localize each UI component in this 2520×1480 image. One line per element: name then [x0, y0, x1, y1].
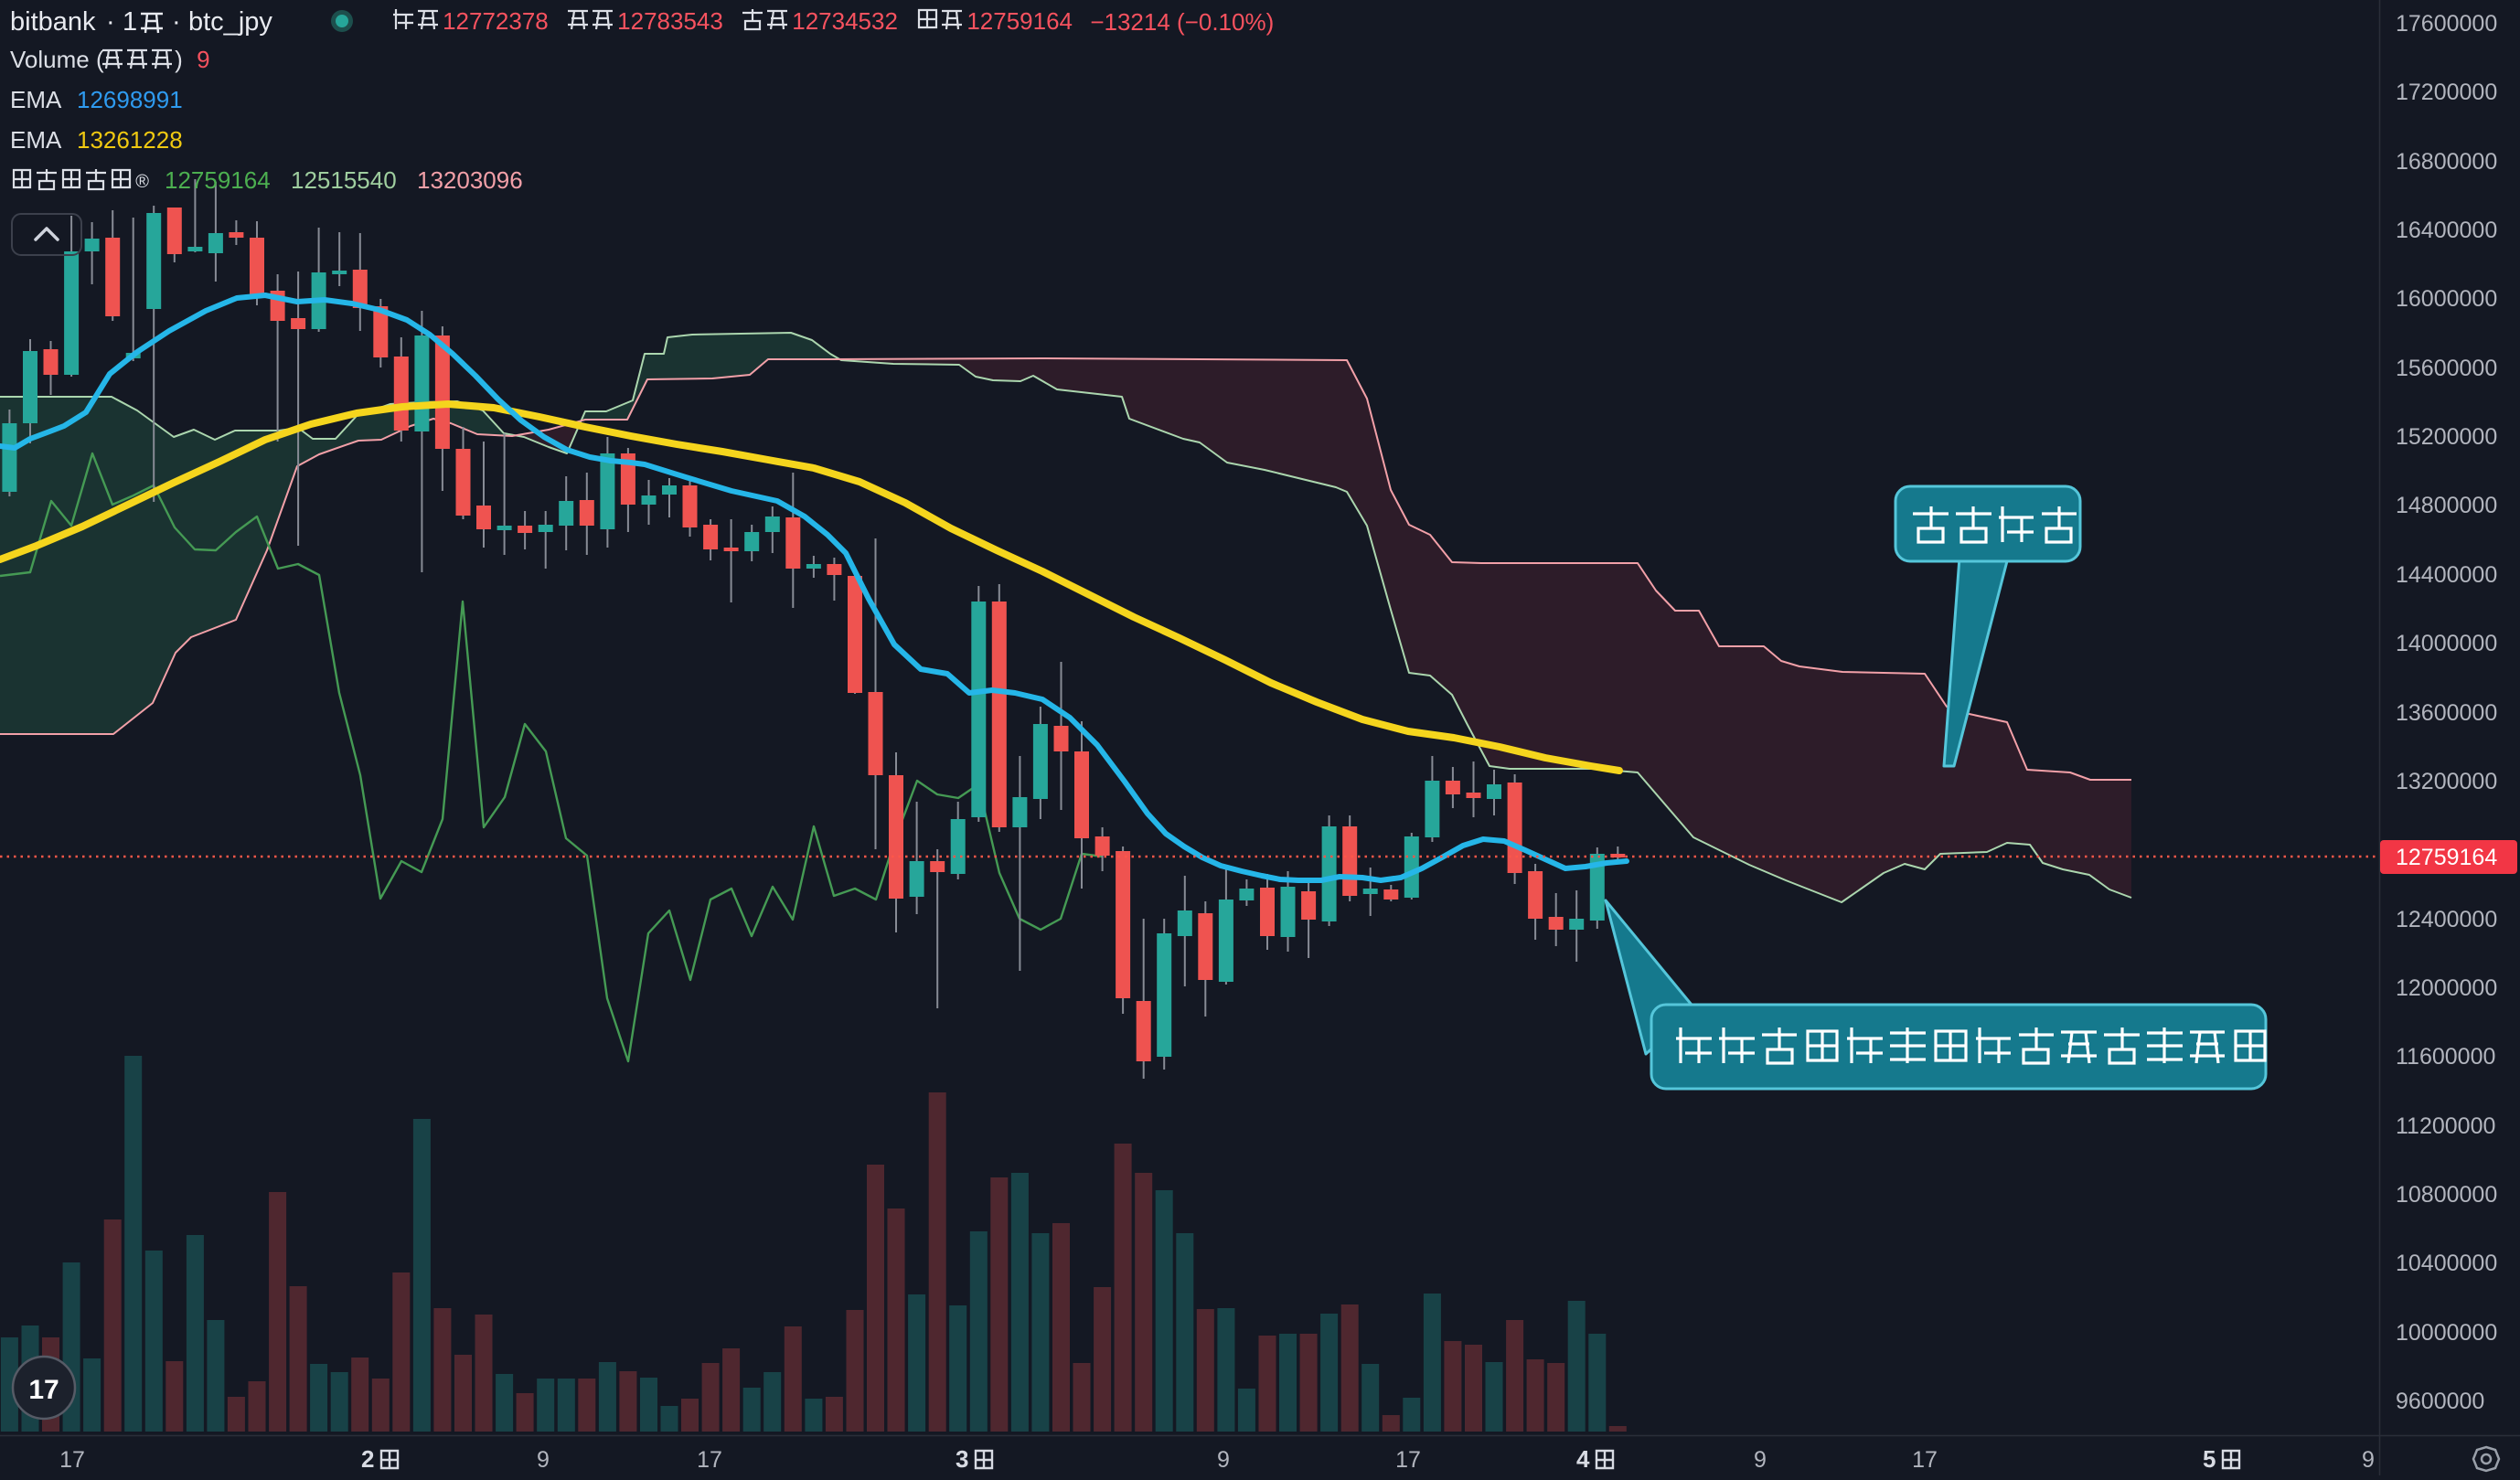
svg-text:10800000: 10800000 [2396, 1182, 2497, 1208]
svg-text:17: 17 [697, 1447, 722, 1473]
svg-text:9: 9 [537, 1447, 550, 1473]
svg-text:9: 9 [197, 46, 209, 73]
svg-text:·: · [106, 7, 115, 37]
svg-text:12759164: 12759164 [2396, 845, 2497, 870]
svg-text:9: 9 [2362, 1447, 2375, 1473]
svg-text:bitbank: bitbank [10, 7, 96, 37]
svg-text:Volume (: Volume ( [10, 46, 104, 73]
svg-text:EMA: EMA [10, 126, 62, 154]
svg-text:11600000: 11600000 [2396, 1044, 2495, 1070]
svg-text:12772378: 12772378 [443, 7, 549, 35]
svg-text:11200000: 11200000 [2396, 1113, 2495, 1139]
svg-text:9: 9 [1754, 1447, 1767, 1473]
svg-text:12400000: 12400000 [2396, 907, 2497, 932]
svg-text:12698991: 12698991 [77, 86, 183, 113]
svg-text:17: 17 [28, 1375, 59, 1405]
svg-text:17600000: 17600000 [2396, 11, 2497, 37]
svg-text:·: · [172, 7, 181, 37]
svg-text:13203096: 13203096 [417, 166, 523, 194]
svg-text:12783543: 12783543 [617, 7, 723, 35]
svg-text:10400000: 10400000 [2396, 1251, 2497, 1276]
svg-text:16400000: 16400000 [2396, 218, 2497, 243]
svg-text:12000000: 12000000 [2396, 975, 2497, 1001]
svg-text:17200000: 17200000 [2396, 80, 2497, 105]
svg-text:12759164: 12759164 [165, 166, 271, 194]
svg-text:EMA: EMA [10, 86, 62, 113]
svg-text:12759164: 12759164 [966, 7, 1073, 35]
svg-text:15200000: 15200000 [2396, 424, 2497, 450]
svg-text:12734532: 12734532 [792, 7, 898, 35]
svg-text:9: 9 [1217, 1447, 1230, 1473]
svg-text:14000000: 14000000 [2396, 631, 2497, 656]
svg-text:13600000: 13600000 [2396, 700, 2497, 726]
svg-text:−13214 (−0.10%): −13214 (−0.10%) [1090, 8, 1274, 36]
svg-text:12515540: 12515540 [291, 166, 397, 194]
svg-text:17: 17 [59, 1447, 85, 1473]
svg-text:5: 5 [2203, 1445, 2216, 1473]
svg-text:9600000: 9600000 [2396, 1389, 2484, 1414]
svg-text:14800000: 14800000 [2396, 493, 2497, 518]
svg-text:): ) [175, 46, 183, 73]
svg-text:2: 2 [361, 1445, 374, 1473]
svg-text:4: 4 [1576, 1445, 1590, 1473]
svg-text:17: 17 [1395, 1447, 1421, 1473]
svg-text:3: 3 [956, 1445, 968, 1473]
svg-text:13200000: 13200000 [2396, 769, 2497, 794]
svg-text:17: 17 [1912, 1447, 1938, 1473]
svg-text:®: ® [135, 172, 149, 192]
svg-text:btc_jpy: btc_jpy [188, 7, 272, 37]
svg-text:16000000: 16000000 [2396, 286, 2497, 312]
svg-text:16800000: 16800000 [2396, 149, 2497, 175]
svg-text:15600000: 15600000 [2396, 356, 2497, 381]
svg-text:10000000: 10000000 [2396, 1320, 2497, 1346]
svg-text:13261228: 13261228 [77, 126, 183, 154]
svg-text:14400000: 14400000 [2396, 562, 2497, 588]
svg-text:1: 1 [123, 7, 137, 37]
